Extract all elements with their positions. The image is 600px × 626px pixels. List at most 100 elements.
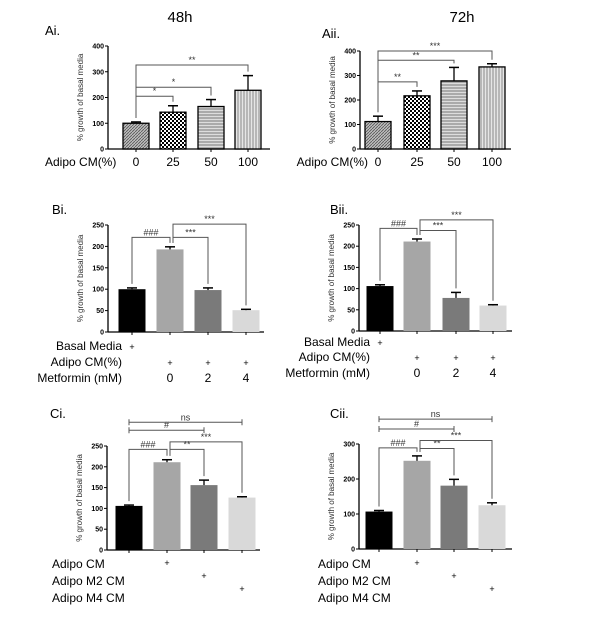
significance-label: *** <box>201 432 212 442</box>
row-label: Metformin (mM) <box>37 371 122 385</box>
x-tick-label: 2 <box>205 371 212 385</box>
panel-ai: Ai. 48h 0 100 200 300 400 % growth of basal med… <box>45 9 270 169</box>
y-tick-label: 200 <box>343 244 355 251</box>
bar <box>122 122 150 150</box>
significance-label: ns <box>431 409 441 419</box>
plus-marker: + <box>414 558 419 568</box>
x-tick-label: 100 <box>482 155 502 169</box>
y-tick-label: 50 <box>347 307 355 314</box>
significance-label: * <box>153 86 157 96</box>
x-tick-label: 50 <box>447 155 461 169</box>
significance-bracket <box>378 447 418 507</box>
significance-label: ### <box>143 227 158 237</box>
significance-label: ### <box>140 439 155 449</box>
panel-label: Ci. <box>50 406 66 421</box>
panel-label: Ai. <box>45 23 60 38</box>
significance-label: *** <box>204 214 215 224</box>
y-tick-label: 200 <box>92 95 104 102</box>
panel-title: 48h <box>167 9 192 26</box>
y-tick-label: 0 <box>351 329 355 336</box>
y-tick-label: 400 <box>92 44 104 51</box>
significance-bracket <box>131 236 171 284</box>
bar <box>366 286 394 331</box>
significance-label: *** <box>185 227 196 237</box>
x-tick-label: 100 <box>238 155 258 169</box>
y-tick-label: 200 <box>344 98 356 105</box>
bar <box>478 505 506 549</box>
x-tick-label: 4 <box>243 371 250 385</box>
bar <box>194 290 222 332</box>
bar <box>115 505 143 550</box>
plus-marker: + <box>451 571 456 581</box>
significance-bracket <box>378 416 493 423</box>
y-tick-label: 250 <box>91 444 103 451</box>
significance-bracket <box>378 425 455 432</box>
y-tick-label: 0 <box>100 147 104 154</box>
panel-bi: Bi. 0 50 100 150 200 250 % growth of basal medi… <box>37 202 264 385</box>
significance-label: ** <box>412 50 420 60</box>
y-tick-label: 400 <box>344 49 356 56</box>
significance-label: ### <box>390 438 405 448</box>
significance-label: ** <box>188 55 196 65</box>
y-tick-label: 150 <box>92 265 104 272</box>
y-tick-label: 250 <box>343 223 355 230</box>
panel-ci: Ci. 0 50 100 150 200 250 % growth of basal medi… <box>50 406 260 605</box>
bar <box>228 497 256 550</box>
x-tick-label: 0 <box>375 155 382 169</box>
plus-marker: + <box>201 571 206 581</box>
y-tick-label: 200 <box>343 477 355 484</box>
row-label: Metformin (mM) <box>285 366 370 380</box>
significance-bracket <box>172 223 247 306</box>
x-tick-label: 0 <box>133 155 140 169</box>
y-tick-label: 50 <box>96 308 104 315</box>
row-label: Adipo M2 CM <box>318 574 391 588</box>
panel-aii: Aii. 72h 0 100 200 300 400 % growth of basal me… <box>297 9 511 169</box>
significance-label: * <box>172 77 176 87</box>
bar <box>153 462 181 550</box>
significance-label: *** <box>433 221 444 231</box>
row-label: Adipo CM(%) <box>299 350 370 364</box>
y-tick-label: 0 <box>99 548 103 555</box>
significance-bracket <box>377 50 493 113</box>
panel-title: 72h <box>449 9 474 26</box>
y-axis-label: % growth of basal media <box>327 452 336 540</box>
y-tick-label: 150 <box>91 485 103 492</box>
row-label: Adipo M4 CM <box>318 591 391 605</box>
y-axis-label: % growth of basal media <box>328 56 337 144</box>
y-tick-label: 300 <box>343 442 355 449</box>
bar <box>440 80 468 150</box>
x-tick-label: 2 <box>453 366 460 380</box>
row-label: Adipo CM(%) <box>297 155 368 169</box>
y-tick-label: 50 <box>95 527 103 534</box>
row-label: Adipo CM <box>52 557 105 571</box>
plus-marker: + <box>239 584 244 594</box>
y-tick-label: 300 <box>344 73 356 80</box>
y-axis-label: % growth of basal media <box>76 53 85 141</box>
bar <box>403 460 431 549</box>
bar <box>156 249 184 332</box>
plus-marker: + <box>164 558 169 568</box>
x-tick-label: 4 <box>490 366 497 380</box>
plus-marker: + <box>414 353 419 363</box>
bar <box>234 89 262 150</box>
y-tick-label: 100 <box>92 121 104 128</box>
x-tick-label: 25 <box>410 155 424 169</box>
x-tick-label: 25 <box>166 155 180 169</box>
y-tick-label: 0 <box>100 330 104 337</box>
y-tick-label: 100 <box>344 122 356 129</box>
bar <box>478 66 506 150</box>
y-tick-label: 0 <box>352 147 356 154</box>
significance-label: ns <box>181 412 191 422</box>
panel-label: Bi. <box>52 202 67 217</box>
panel-label: Bii. <box>330 202 348 217</box>
bar <box>364 120 392 150</box>
bar <box>365 511 393 549</box>
panel-label: Cii. <box>330 406 349 421</box>
significance-bracket <box>135 64 249 118</box>
y-tick-label: 0 <box>351 547 355 554</box>
significance-bracket <box>169 441 243 493</box>
panel-bii: Bii. 0 50 100 150 200 250 % growth of basal med… <box>285 202 512 380</box>
significance-bracket <box>419 440 493 499</box>
y-tick-label: 100 <box>92 287 104 294</box>
